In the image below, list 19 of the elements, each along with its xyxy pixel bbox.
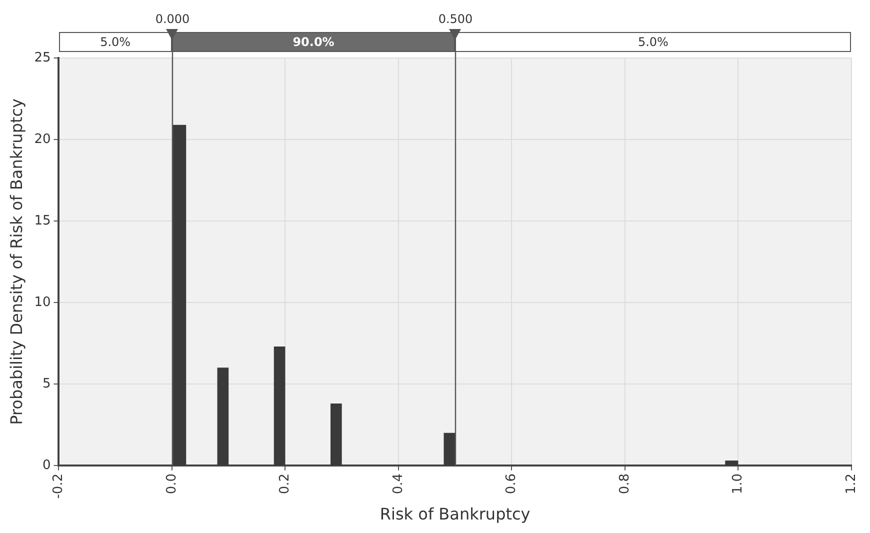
x-tick-label: 1.0 — [730, 473, 746, 494]
x-tick-label: -0.2 — [51, 473, 66, 499]
y-tick-label: 5 — [42, 376, 51, 392]
x-tick-label: 0.4 — [390, 473, 406, 494]
ref-line-label: 0.500 — [438, 12, 473, 26]
x-axis-title: Risk of Bankruptcy — [380, 504, 530, 524]
y-tick-label: 0 — [42, 458, 51, 473]
y-tick-label: 10 — [34, 294, 51, 310]
interval-strip: 5.0% 90.0% 5.0% — [58, 32, 852, 52]
ref-line-label: 0.000 — [155, 12, 190, 26]
x-tick-label: 0.2 — [278, 473, 293, 494]
x-tick-label: 0.6 — [504, 473, 520, 494]
y-axis-title: Probability Density of Risk of Bankruptcy — [6, 98, 26, 425]
y-tick-label: 15 — [34, 213, 51, 228]
y-tick-label: 25 — [34, 50, 51, 66]
x-tick-label: 0.8 — [617, 473, 632, 494]
y-tick-label: 20 — [34, 132, 51, 147]
x-tick-label: 1.2 — [844, 473, 859, 494]
x-tick-label: 0.0 — [164, 473, 180, 494]
